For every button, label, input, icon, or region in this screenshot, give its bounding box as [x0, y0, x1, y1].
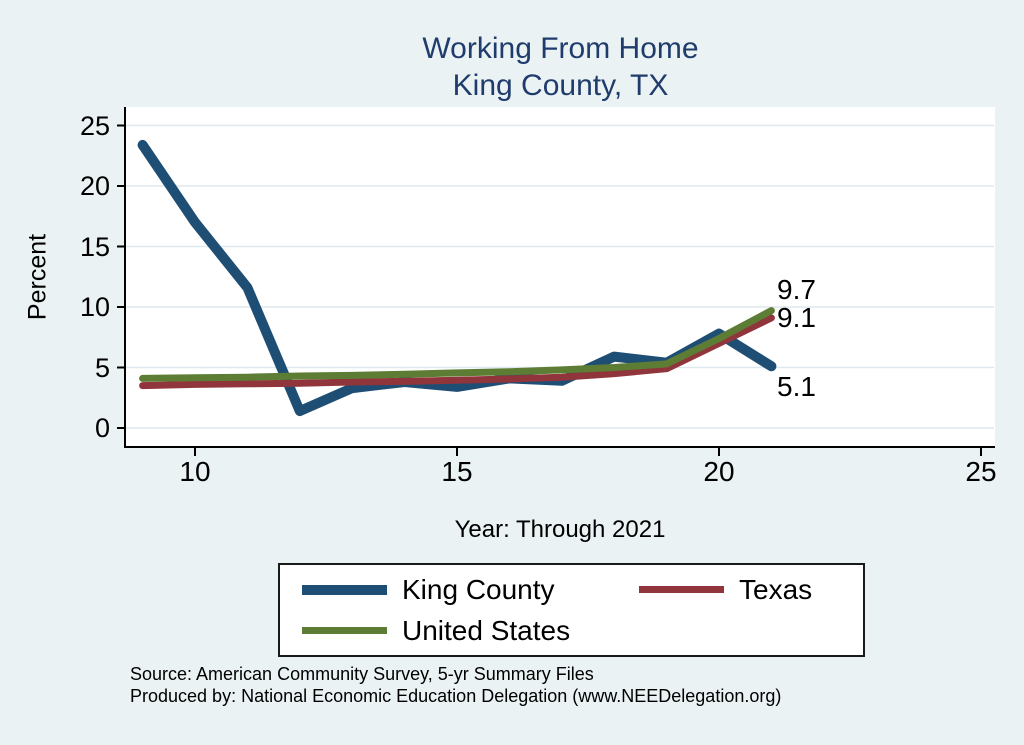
y-tick-label-15: 15	[79, 231, 110, 262]
end-label-texas: 9.1	[777, 302, 816, 333]
x-tick-label-25: 25	[965, 456, 997, 487]
x-tick-label-15: 15	[441, 456, 473, 487]
end-label-united-states: 9.7	[777, 274, 816, 305]
legend: King County Texas United States	[278, 563, 865, 657]
x-axis-title: Year: Through 2021	[454, 516, 666, 543]
produced-by-line: Produced by: National Economic Education…	[130, 686, 782, 706]
end-label-king-county: 5.1	[777, 371, 816, 402]
source-line: Source: American Community Survey, 5-yr …	[130, 664, 594, 684]
series-line-texas	[139, 314, 775, 390]
legend-label-united-states: United States	[402, 614, 571, 646]
legend-swatch-texas	[639, 586, 724, 593]
legend-swatch-united-states	[302, 627, 387, 634]
legend-label-texas: Texas	[739, 573, 813, 605]
y-tick-label-0: 0	[94, 413, 110, 443]
chart-title-line2: King County, TX	[452, 69, 669, 102]
legend-item-king-county: King County	[302, 574, 639, 606]
x-tick-label-10: 10	[179, 456, 211, 487]
legend-swatch-king-county	[302, 584, 387, 595]
chart-title-line1: Working From Home	[422, 32, 699, 65]
chart-title: Working From Home King County, TX	[98, 30, 1023, 104]
series-line-united-states	[139, 307, 775, 382]
legend-item-united-states: United States	[302, 615, 639, 647]
y-tick-label-10: 10	[79, 292, 110, 322]
x-tick-label-20: 20	[703, 456, 735, 487]
legend-item-texas: Texas	[639, 574, 863, 606]
y-tick-label-5: 5	[94, 352, 110, 383]
y-tick-label-20: 20	[79, 171, 110, 201]
source-note: Source: American Community Survey, 5-yr …	[130, 663, 990, 707]
y-tick-label-25: 25	[79, 110, 110, 141]
legend-label-king-county: King County	[402, 573, 555, 605]
plot-background	[125, 107, 995, 447]
